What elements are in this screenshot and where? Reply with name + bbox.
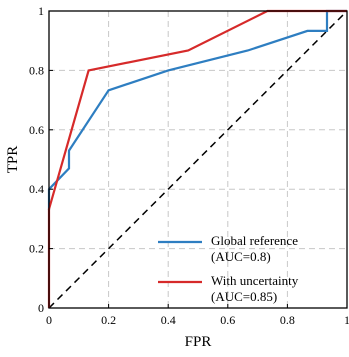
y-tick-label: 0.6	[29, 123, 44, 137]
plot-frame	[48, 10, 348, 309]
y-tick-label: 1	[38, 4, 44, 18]
ticks: 0 0.2 0.4 0.6 0.8 1 0 0.2 0.4 0.6 0.8 1	[29, 4, 349, 327]
x-tick-label: 0.8	[280, 313, 295, 327]
legend-auc-with-uncertainty: (AUC=0.85)	[211, 289, 277, 304]
legend: Global reference (AUC=0.8) With uncertai…	[158, 233, 299, 304]
x-tick-label: 0.4	[161, 313, 176, 327]
x-tick-label: 0.2	[101, 313, 116, 327]
diagonal-reference-line	[48, 10, 348, 309]
legend-label-global-reference: Global reference	[211, 233, 298, 248]
y-tick-label: 0.8	[29, 63, 44, 77]
x-axis-label: FPR	[185, 334, 212, 350]
y-tick-label: 0	[38, 301, 44, 315]
y-tick-label: 0.2	[29, 242, 44, 256]
legend-label-with-uncertainty: With uncertainty	[211, 273, 299, 288]
y-tick-label: 0.4	[29, 182, 44, 196]
x-tick-label: 0.6	[220, 313, 235, 327]
diagonal-reference-layer	[48, 10, 348, 309]
legend-auc-global-reference: (AUC=0.8)	[211, 249, 271, 264]
x-tick-label: 0	[46, 313, 52, 327]
y-axis-label: TPR	[5, 146, 21, 174]
series-line-global-reference	[47, 9, 347, 210]
x-tick-label: 1	[344, 313, 349, 327]
